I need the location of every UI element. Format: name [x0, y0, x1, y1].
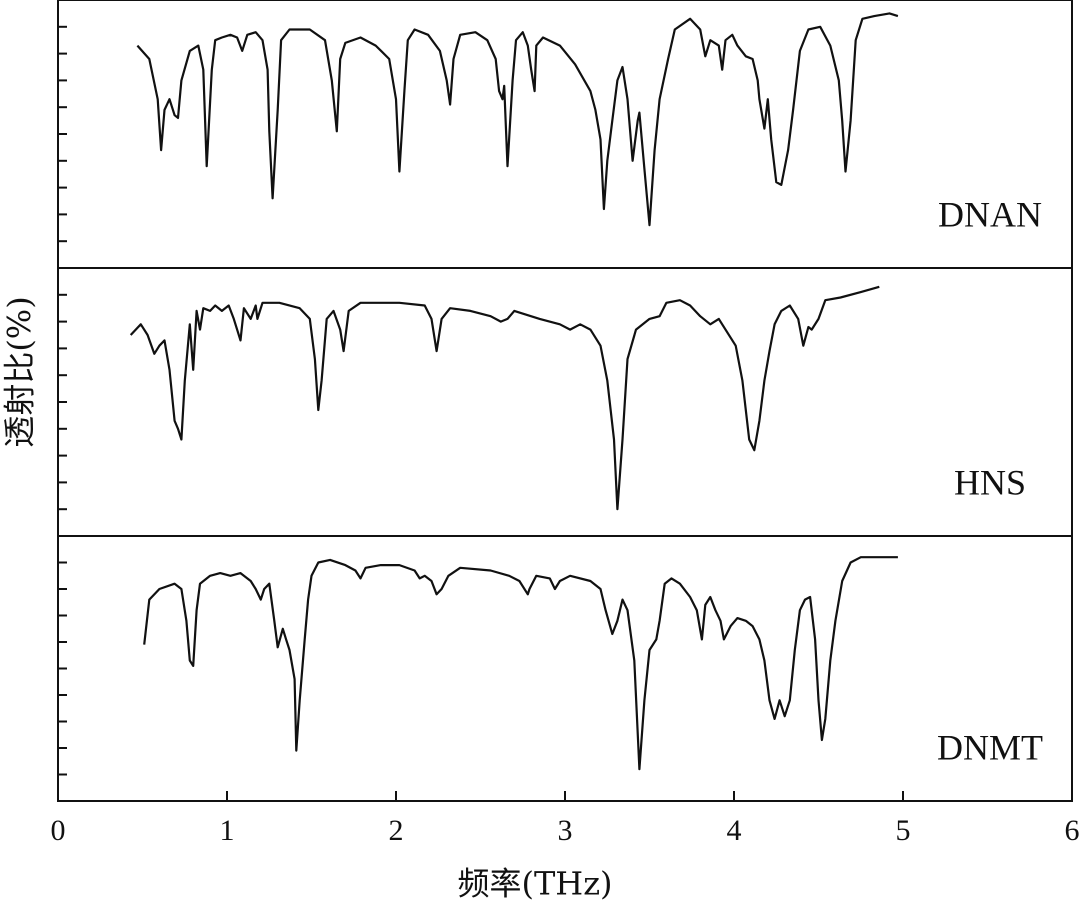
series-label: DNMT [937, 727, 1043, 767]
y-axis-label: 透射比(%) [1, 296, 39, 447]
x-tick-label: 0 [51, 814, 66, 847]
x-tick-label: 3 [558, 814, 573, 847]
panel-frame [57, 0, 1073, 269]
series-label: DNAN [938, 194, 1042, 234]
spectrum-line [129, 285, 880, 511]
x-tick-label: 4 [727, 814, 742, 847]
x-tick-label: 6 [1065, 814, 1080, 847]
spectrum-line [143, 556, 898, 771]
x-axis-label: 频率(THz) [457, 865, 612, 903]
x-tick-label: 1 [220, 814, 235, 847]
spectrum-line [136, 12, 899, 227]
x-tick-label: 2 [389, 814, 404, 847]
x-tick-label: 5 [896, 814, 911, 847]
series-label: HNS [954, 462, 1026, 502]
panel-frame [57, 267, 1073, 537]
